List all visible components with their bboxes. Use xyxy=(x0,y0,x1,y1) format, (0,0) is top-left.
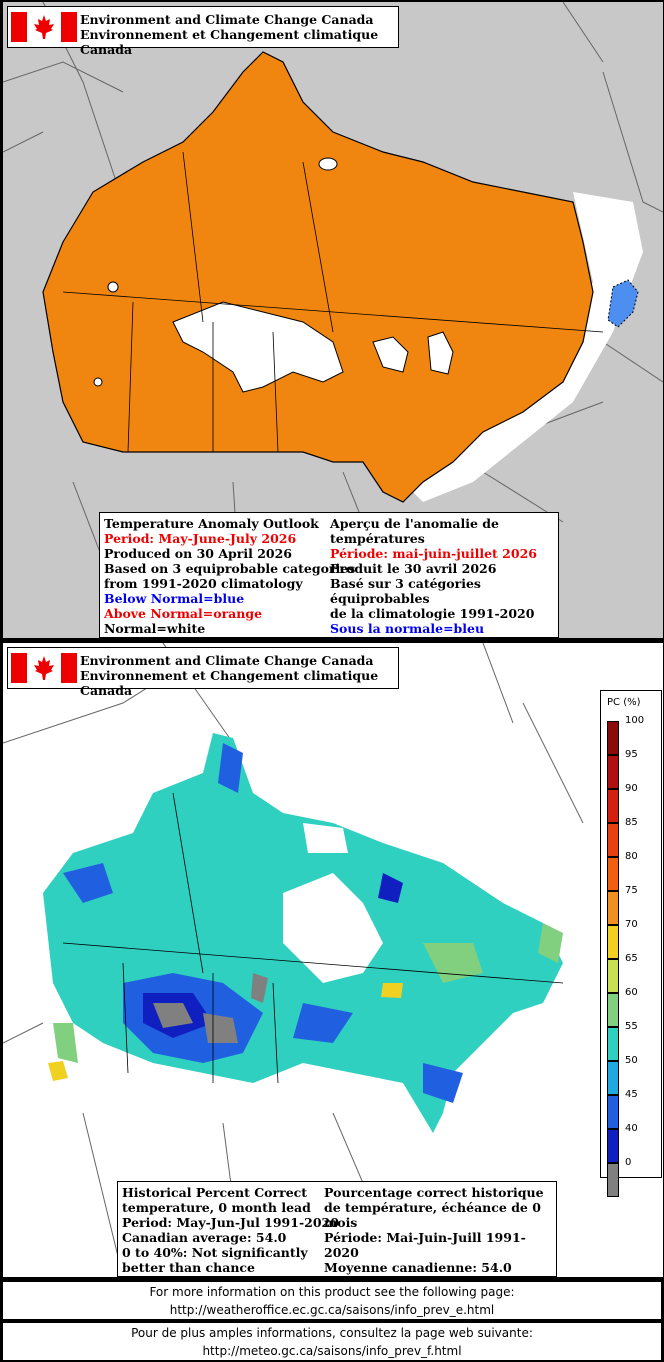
header-line-fr: Environnement et Changement climatique C… xyxy=(80,668,379,698)
colorbar-tick-label: 75 xyxy=(625,885,638,896)
normal-region-prairies xyxy=(172,301,344,393)
normal-region-quebec xyxy=(427,331,454,375)
outlook-legend: Temperature Anomaly Outlook Period: May-J… xyxy=(99,512,559,638)
header-line-fr: Environnement et Changement climatique C… xyxy=(80,27,379,57)
legend-line: temperature, 0 month lead xyxy=(122,1200,311,1215)
legend-line: Produit le 30 avril 2026 xyxy=(330,561,497,576)
legend-line: better than chance xyxy=(122,1260,255,1275)
canada-flag-icon xyxy=(11,653,77,683)
footer-french: Pour de plus amples informations, consul… xyxy=(2,1322,662,1361)
footer-fr-line1: Pour de plus amples informations, consul… xyxy=(131,1326,533,1340)
colorbar-swatch xyxy=(607,993,619,1027)
legend-line: Aperçu de l'anomalie de températures xyxy=(330,516,499,546)
footer-english: For more information on this product see… xyxy=(2,1281,662,1320)
legend-line: Normal=white xyxy=(104,621,206,636)
legend-line: Canadian average: 54.0 xyxy=(122,1230,287,1245)
colorbar-tick-label: 100 xyxy=(625,715,645,726)
footer-en-link[interactable]: http://weatheroffice.ec.gc.ca/saisons/in… xyxy=(169,1303,495,1317)
colorbar-tick-label: 0 xyxy=(625,1157,632,1168)
legend-line: de la climatologie 1991-2020 xyxy=(330,606,535,621)
colorbar-tick-label: 85 xyxy=(625,817,638,828)
colorbar-swatch xyxy=(607,925,619,959)
colorbar-swatch xyxy=(607,1061,619,1095)
legend-line: Basé sur 3 catégories équiprobables xyxy=(330,576,481,606)
legend-line: 0 à 40%: Pas de différence xyxy=(324,1275,556,1277)
colorbar-swatch xyxy=(607,1095,619,1129)
percent-correct-colorbar: PC (%) 100 95 90 85 80 75 70 65 60 55 50 45 40 0 xyxy=(600,690,662,1197)
legend-line: Produced on 30 April 2026 xyxy=(104,546,292,561)
above-normal-region xyxy=(42,51,594,503)
skill-map xyxy=(3,643,584,1277)
colorbar-swatch xyxy=(607,891,619,925)
colorbar-swatch xyxy=(607,721,619,755)
colorbar-title: PC (%) xyxy=(607,697,641,708)
legend-french: Aperçu de l'anomalie de températures Péri… xyxy=(330,516,558,638)
legend-line: Temperature Anomaly Outlook xyxy=(104,516,319,531)
footer-fr-link[interactable]: http://meteo.gc.ca/saisons/info_prev_f.h… xyxy=(202,1344,462,1358)
colorbar-tick-label: 90 xyxy=(625,783,638,794)
colorbar-swatch xyxy=(607,789,619,823)
footer-en-line1: For more information on this product see… xyxy=(149,1285,515,1299)
below-normal-region xyxy=(607,279,639,328)
colorbar-swatch xyxy=(607,959,619,993)
outlook-map-panel: Environment and Climate Change Canada En… xyxy=(2,1,664,639)
colorbar-swatch xyxy=(607,1027,619,1061)
legend-french: Pourcentage correct historique de tempéra… xyxy=(324,1185,556,1277)
skill-legend: Historical Percent Correct temperature, 0… xyxy=(117,1181,557,1277)
colorbar-tick-label: 65 xyxy=(625,953,638,964)
legend-line: Historical Percent Correct xyxy=(122,1185,308,1200)
outlook-map xyxy=(3,2,663,638)
colorbar-tick-label: 60 xyxy=(625,987,638,998)
colorbar-tick-label: 70 xyxy=(625,919,638,930)
colorbar-tick-label: 40 xyxy=(625,1123,638,1134)
legend-line: Period: May-June-July 2026 xyxy=(104,531,297,546)
legend-line: Moyenne canadienne: 54.0 xyxy=(324,1260,512,1275)
agency-header-2: Environment and Climate Change Canada En… xyxy=(7,647,399,698)
agency-header: Environment and Climate Change Canada En… xyxy=(7,6,399,57)
normal-region-ontario xyxy=(372,336,409,373)
legend-line: Below Normal=blue xyxy=(104,591,245,606)
header-line-en: Environment and Climate Change Canada xyxy=(80,12,374,27)
skill-map-panel: Environment and Climate Change Canada En… xyxy=(2,642,664,1278)
colorbar-tick-label: 55 xyxy=(625,1021,638,1032)
legend-line: Au-dessus de la normale=orange xyxy=(330,636,558,638)
legend-line: Sous la normale=bleu xyxy=(330,621,485,636)
no-data-hudson-bay xyxy=(283,873,383,983)
colorbar-swatch xyxy=(607,1163,619,1197)
legend-line: Période: mai-juin-juillet 2026 xyxy=(330,546,537,561)
legend-line: Above Normal=orange xyxy=(104,606,263,621)
colorbar-swatch xyxy=(607,823,619,857)
legend-line: Période: Mai-Juin-Juill 1991-2020 xyxy=(324,1230,526,1260)
legend-english: Temperature Anomaly Outlook Period: May-J… xyxy=(104,516,355,636)
colorbar-swatch xyxy=(607,1129,619,1163)
legend-english: Historical Percent Correct temperature, 0… xyxy=(122,1185,339,1275)
legend-line: 0 to 40%: Not significantly xyxy=(122,1245,308,1260)
header-line-en: Environment and Climate Change Canada xyxy=(80,653,374,668)
colorbar-swatch xyxy=(607,755,619,789)
legend-line: from 1991-2020 climatology xyxy=(104,576,303,591)
colorbar-tick-label: 95 xyxy=(625,749,638,760)
colorbar-tick-label: 50 xyxy=(625,1055,638,1066)
legend-line: de température, échéance de 0 mois xyxy=(324,1200,541,1230)
colorbar-tick-label: 45 xyxy=(625,1089,638,1100)
colorbar-tick-label: 80 xyxy=(625,851,638,862)
legend-line: Pourcentage correct historique xyxy=(324,1185,544,1200)
colorbar-swatch xyxy=(607,857,619,891)
canada-flag-icon xyxy=(11,12,77,42)
legend-line: Period: May-Jun-Jul 1991-2020 xyxy=(122,1215,339,1230)
legend-line: Based on 3 equiprobable categories xyxy=(104,561,356,576)
